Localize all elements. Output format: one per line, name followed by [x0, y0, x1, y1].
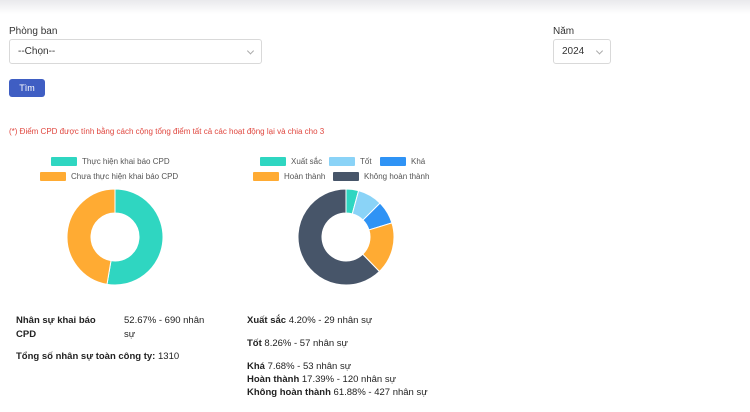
- legend-item-fair[interactable]: Khá: [380, 157, 425, 166]
- legend-label: Xuất sắc: [291, 157, 323, 166]
- top-bar: [0, 0, 750, 14]
- cpd-declaration-donut-chart: [66, 188, 164, 286]
- department-label: Phòng ban: [9, 26, 58, 37]
- legend-label: Khá: [411, 157, 426, 166]
- legend-item-not-declared[interactable]: Chưa thực hiện khai báo CPD: [40, 172, 178, 181]
- legend-item-good[interactable]: Tốt: [329, 157, 372, 166]
- legend-item-not-completed[interactable]: Không hoàn thành: [333, 172, 429, 181]
- donut-slice-1[interactable]: [106, 188, 164, 286]
- legend-label: Không hoàn thành: [364, 172, 430, 181]
- legend-label: Tốt: [360, 157, 372, 166]
- search-button[interactable]: Tìm: [9, 79, 45, 97]
- stat-good: Tốt 8.26% - 57 nhân sự: [247, 338, 348, 349]
- total-staff-stat: Tổng số nhân sự toàn công ty: 1310: [16, 351, 180, 362]
- donut-slice-5[interactable]: [297, 188, 381, 286]
- chevron-down-icon: [246, 46, 255, 55]
- legend-label: Thực hiện khai báo CPD: [82, 157, 170, 166]
- legend-swatch: [380, 157, 406, 166]
- legend-label: Hoàn thành: [284, 172, 326, 181]
- stat-completed: Hoàn thành 17.39% - 120 nhân sự: [247, 374, 396, 385]
- legend-swatch: [333, 172, 359, 181]
- legend-swatch: [51, 157, 77, 166]
- cpd-note: (*) Điểm CPD được tính bằng cách cộng tổ…: [9, 127, 325, 136]
- stat-not-completed: Không hoàn thành 61.88% - 427 nhân sự: [247, 387, 428, 398]
- declared-stat-label: Nhân sự khai báo CPD: [16, 315, 96, 340]
- department-select[interactable]: --Chọn--: [9, 39, 262, 64]
- year-select-value: 2024: [562, 46, 585, 57]
- legend-swatch: [40, 172, 66, 181]
- legend-label: Chưa thực hiện khai báo CPD: [71, 172, 179, 181]
- year-label: Năm: [553, 26, 575, 37]
- stat-excellent: Xuất sắc 4.20% - 29 nhân sự: [247, 315, 373, 326]
- stat-fair: Khá 7.68% - 53 nhân sự: [247, 361, 352, 372]
- department-select-value: --Chọn--: [18, 46, 56, 57]
- legend-item-declared[interactable]: Thực hiện khai báo CPD: [51, 157, 170, 166]
- legend-swatch: [253, 172, 279, 181]
- rating-donut-chart: [297, 188, 395, 286]
- legend-swatch: [329, 157, 355, 166]
- declared-stat-value: 52.67% - 690 nhân sự: [124, 315, 205, 340]
- legend-item-completed[interactable]: Hoàn thành: [253, 172, 325, 181]
- year-select[interactable]: 2024: [553, 39, 611, 64]
- legend-swatch: [260, 157, 286, 166]
- donut-slice-2[interactable]: [66, 188, 116, 285]
- legend-item-excellent[interactable]: Xuất sắc: [260, 157, 322, 166]
- chevron-down-icon: [595, 46, 604, 55]
